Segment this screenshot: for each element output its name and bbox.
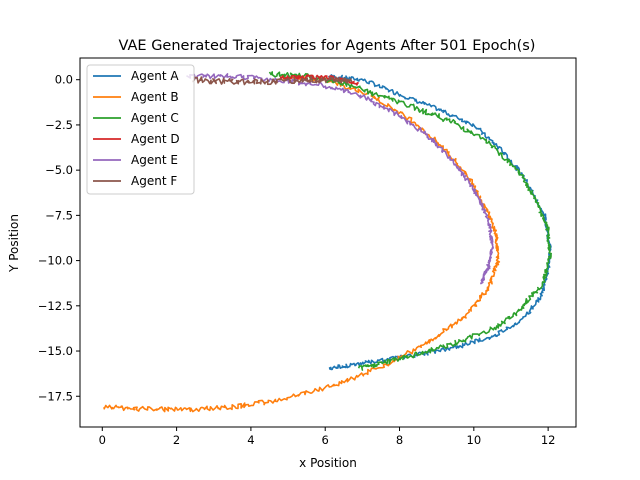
chart-title: VAE Generated Trajectories for Agents Af… xyxy=(119,38,536,54)
series-layer xyxy=(103,71,553,413)
y-axis-label: Y Position xyxy=(7,214,21,273)
x-axis-label: x Position xyxy=(299,456,357,470)
series-line-agent-b xyxy=(103,75,501,413)
legend-label: Agent D xyxy=(131,132,180,146)
legend-label: Agent B xyxy=(131,90,179,104)
y-tick-label: −2.5 xyxy=(45,118,73,132)
legend-label: Agent F xyxy=(131,174,177,188)
x-tick-label: 8 xyxy=(396,433,403,447)
plot-frame xyxy=(79,57,577,428)
legend-label: Agent C xyxy=(131,111,179,125)
x-tick-label: 4 xyxy=(247,433,254,447)
y-tick-label: −17.5 xyxy=(38,389,73,403)
x-tick-label: 6 xyxy=(322,433,329,447)
y-tick-label: −5.0 xyxy=(45,163,73,177)
x-tick-label: 2 xyxy=(173,433,180,447)
series-line-agent-e xyxy=(186,73,494,285)
y-tick-label: 0.0 xyxy=(55,73,73,87)
series-line-agent-f xyxy=(192,75,353,86)
y-tick-label: −15.0 xyxy=(38,344,73,358)
x-tick-label: 12 xyxy=(541,433,556,447)
x-axis-ticks: 0 2 4 6 8 10 12 xyxy=(99,427,556,447)
y-tick-label: −12.5 xyxy=(38,299,73,313)
y-tick-label: −10.0 xyxy=(38,254,73,268)
x-tick-label: 0 xyxy=(99,433,106,447)
legend-label: Agent A xyxy=(131,69,179,83)
series-line-agent-c xyxy=(268,71,553,371)
y-axis-ticks: 0.0 −2.5 −5.0 −7.5 −10.0 −12.5 −15.0 −17.5 xyxy=(38,73,80,403)
x-tick-label: 10 xyxy=(467,433,482,447)
y-tick-label: −7.5 xyxy=(45,208,73,222)
legend: Agent A Agent B Agent C Agent D Agent E Agent… xyxy=(86,64,195,195)
legend-label: Agent E xyxy=(131,153,178,167)
